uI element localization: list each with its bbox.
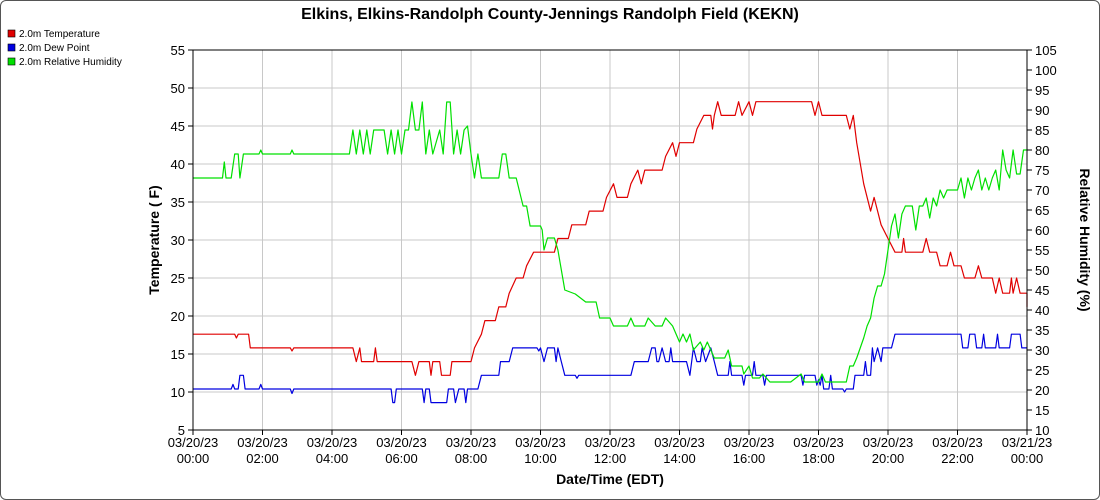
- y-tick-label-1: 10: [171, 385, 185, 400]
- y2-tick-label-6: 40: [1035, 303, 1049, 318]
- series-lines: [193, 101, 1028, 404]
- x-tick-time-6: 12:00: [594, 451, 627, 466]
- y-tick-label-4: 25: [171, 271, 185, 286]
- y2-tick-label-7: 45: [1035, 283, 1049, 298]
- x-tick-date-2: 03/20/23: [307, 435, 358, 450]
- y2-tick-label-18: 100: [1035, 63, 1057, 78]
- y-tick-label-2: 15: [171, 347, 185, 362]
- x-tick-date-12: 03/21/23: [1002, 435, 1053, 450]
- x-tick-time-12: 00:00: [1011, 451, 1044, 466]
- x-tick-date-4: 03/20/23: [446, 435, 497, 450]
- y2-tick-label-2: 20: [1035, 383, 1049, 398]
- y-tick-label-5: 30: [171, 233, 185, 248]
- x-tick-date-9: 03/20/23: [793, 435, 844, 450]
- x-tick-time-8: 16:00: [733, 451, 766, 466]
- y2-tick-label-12: 70: [1035, 183, 1049, 198]
- legend-swatch-2: [7, 57, 16, 66]
- x-tick-time-5: 10:00: [524, 451, 557, 466]
- grid: [192, 49, 1028, 431]
- series-line-2-0m-relative-humidity: [193, 101, 1027, 383]
- y2-tick-label-9: 55: [1035, 243, 1049, 258]
- y2-tick-label-14: 80: [1035, 143, 1049, 158]
- x-tick-time-10: 20:00: [872, 451, 905, 466]
- y2-tick-label-17: 95: [1035, 83, 1049, 98]
- x-axis-ticks: 03/20/2300:0003/20/2302:0003/20/2304:000…: [168, 430, 1053, 466]
- x-tick-date-8: 03/20/23: [724, 435, 775, 450]
- legend: 2.0m Temperature 2.0m Dew Point 2.0m Relat…: [7, 29, 122, 68]
- y2-axis-label: Relative Humidity (%): [1077, 168, 1093, 311]
- y-tick-label-10: 55: [171, 43, 185, 58]
- y2-tick-label-5: 35: [1035, 323, 1049, 338]
- y2-tick-label-16: 90: [1035, 103, 1049, 118]
- y-axis-label: Temperature ( F): [146, 185, 162, 294]
- x-tick-date-10: 03/20/23: [863, 435, 914, 450]
- y2-tick-label-13: 75: [1035, 163, 1049, 178]
- series-line-2-0m-temperature: [193, 101, 1028, 376]
- x-tick-time-1: 02:00: [246, 451, 279, 466]
- legend-label-1: 2.0m Dew Point: [19, 43, 90, 54]
- chart-title: Elkins, Elkins-Randolph County-Jennings …: [301, 6, 799, 23]
- x-tick-time-11: 22:00: [941, 451, 974, 466]
- legend-label-0: 2.0m Temperature: [19, 29, 100, 40]
- x-tick-date-11: 03/20/23: [932, 435, 983, 450]
- y2-tick-label-4: 30: [1035, 343, 1049, 358]
- x-tick-time-7: 14:00: [663, 451, 696, 466]
- x-tick-date-7: 03/20/23: [654, 435, 705, 450]
- y-tick-label-3: 20: [171, 309, 185, 324]
- y-tick-label-7: 40: [171, 157, 185, 172]
- x-tick-date-3: 03/20/23: [376, 435, 427, 450]
- y-tick-label-6: 35: [171, 195, 185, 210]
- y2-tick-label-3: 25: [1035, 363, 1049, 378]
- x-tick-time-9: 18:00: [802, 451, 835, 466]
- y2-tick-label-0: 10: [1035, 423, 1049, 438]
- y2-axis-ticks: 10 15 20 25 30 35 40 45 50 55 60 65 70 75 80 85 90 95 100 1…: [1027, 43, 1057, 438]
- legend-swatch-0: [7, 29, 16, 38]
- y2-tick-label-15: 85: [1035, 123, 1049, 138]
- x-tick-date-1: 03/20/23: [237, 435, 288, 450]
- x-tick-time-2: 04:00: [316, 451, 349, 466]
- y2-tick-label-11: 65: [1035, 203, 1049, 218]
- y2-tick-label-8: 50: [1035, 263, 1049, 278]
- legend-label-2: 2.0m Relative Humidity: [19, 57, 122, 68]
- series-line-2-0m-dew-point: [193, 333, 1027, 404]
- x-tick-time-0: 00:00: [177, 451, 210, 466]
- x-tick-date-0: 03/20/23: [168, 435, 219, 450]
- legend-swatch-1: [7, 43, 16, 52]
- y-tick-label-8: 45: [171, 119, 185, 134]
- x-tick-date-5: 03/20/23: [515, 435, 566, 450]
- y2-tick-label-1: 15: [1035, 403, 1049, 418]
- y-tick-label-9: 50: [171, 81, 185, 96]
- y2-tick-label-19: 105: [1035, 43, 1057, 58]
- x-tick-time-3: 06:00: [385, 451, 418, 466]
- x-axis-label: Date/Time (EDT): [556, 471, 664, 487]
- y2-tick-label-10: 60: [1035, 223, 1049, 238]
- y-tick-label-0: 5: [178, 423, 185, 438]
- y-axis-ticks: 5 10 15 20 25 30 35 40 45 50 55: [171, 43, 193, 438]
- x-tick-date-6: 03/20/23: [585, 435, 636, 450]
- x-tick-time-4: 08:00: [455, 451, 488, 466]
